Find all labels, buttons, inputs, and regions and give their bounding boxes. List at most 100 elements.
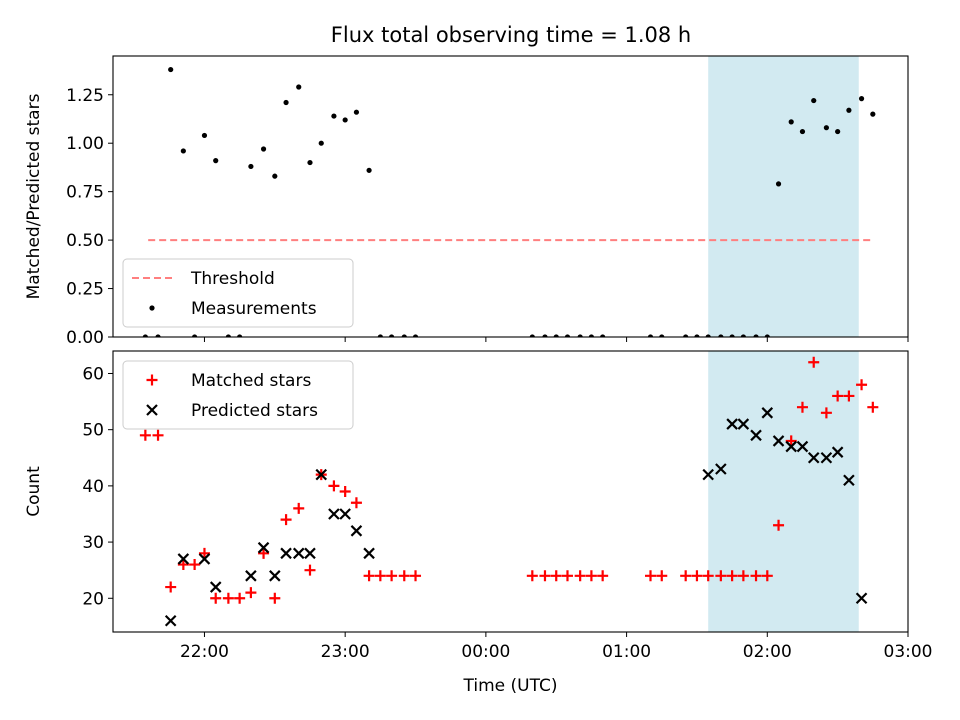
- x-axis-label: Time (UTC): [463, 676, 558, 696]
- y-tick-label: 0.75: [66, 183, 104, 203]
- data-point: [339, 508, 351, 520]
- data-point: [843, 474, 855, 487]
- chart-title: Flux total observing time = 1.08 h: [331, 23, 691, 47]
- data-point: [659, 334, 665, 337]
- data-point: [835, 128, 841, 135]
- x-tick-label: 23:00: [321, 642, 370, 662]
- y-axis-label: Matched/Predicted stars: [24, 93, 44, 299]
- data-point: [152, 429, 164, 441]
- data-point: [773, 519, 785, 531]
- data-point: [855, 592, 868, 605]
- data-point: [155, 334, 161, 337]
- data-point: [600, 334, 606, 337]
- data-point: [764, 334, 770, 337]
- data-point: [280, 547, 292, 560]
- data-point: [564, 334, 571, 337]
- data-point: [726, 418, 738, 430]
- data-point: [363, 547, 375, 560]
- data-point: [846, 107, 852, 113]
- data-point: [257, 541, 270, 554]
- data-point: [269, 592, 281, 604]
- legend-swatch: [149, 305, 155, 311]
- data-point: [209, 581, 222, 593]
- data-point: [585, 570, 597, 582]
- data-point: [702, 468, 714, 481]
- data-point: [683, 334, 689, 337]
- data-point: [292, 547, 305, 560]
- data-point: [729, 334, 735, 337]
- legend-box: [122, 258, 354, 328]
- data-point: [691, 570, 703, 582]
- data-point: [775, 181, 782, 187]
- data-point: [808, 356, 820, 368]
- y-tick-label: 50: [82, 421, 104, 441]
- data-point: [788, 119, 794, 125]
- data-point: [260, 146, 267, 152]
- data-point: [807, 452, 820, 464]
- data-point: [761, 570, 773, 582]
- data-point: [331, 113, 337, 119]
- data-point: [680, 570, 692, 582]
- data-point: [222, 592, 234, 604]
- y-tick-label: 60: [82, 364, 104, 384]
- data-point: [574, 570, 586, 582]
- data-point: [542, 334, 548, 337]
- data-point: [280, 514, 292, 526]
- legend-box: [122, 360, 354, 430]
- data-point: [142, 334, 148, 337]
- y-tick-label: 1.00: [66, 134, 104, 154]
- data-point: [213, 158, 219, 164]
- data-point: [718, 334, 724, 337]
- data-point: [177, 553, 190, 565]
- axes-frame: [112, 350, 909, 633]
- data-point: [785, 435, 797, 447]
- data-point: [139, 429, 151, 441]
- data-point: [198, 553, 211, 565]
- data-point: [398, 570, 410, 582]
- data-point: [753, 334, 759, 337]
- x-tick-label: 00:00: [461, 642, 510, 662]
- data-point: [526, 570, 538, 582]
- data-point: [715, 463, 727, 475]
- data-point: [339, 486, 351, 497]
- legend-swatch: [146, 404, 158, 416]
- data-point: [737, 570, 749, 582]
- data-point: [647, 334, 654, 337]
- data-point: [705, 334, 711, 337]
- data-point: [740, 334, 746, 337]
- data-point: [304, 564, 316, 576]
- legend: Threshold Measurements: [122, 258, 354, 328]
- data-point: [180, 148, 186, 154]
- data-point: [283, 99, 289, 106]
- legend: Matched stars Predicted stars: [122, 360, 354, 430]
- data-point: [412, 334, 419, 337]
- data-point: [342, 117, 348, 123]
- data-point: [350, 525, 363, 537]
- data-point: [363, 570, 375, 582]
- data-point: [410, 570, 422, 582]
- data-point: [856, 379, 868, 391]
- data-point: [561, 570, 573, 582]
- y-tick-label: 20: [82, 589, 104, 609]
- data-point: [307, 159, 313, 166]
- data-point: [377, 334, 383, 337]
- y-tick-label: 0.50: [66, 231, 104, 251]
- series-measurements: [142, 66, 876, 337]
- data-point: [694, 334, 700, 337]
- data-point: [374, 570, 386, 582]
- legend-label: Threshold: [190, 269, 275, 289]
- data-point: [577, 334, 583, 337]
- data-point: [867, 401, 879, 413]
- data-point: [550, 570, 562, 582]
- data-point: [248, 163, 254, 170]
- data-point: [726, 570, 738, 582]
- data-point: [737, 418, 750, 430]
- data-point: [245, 587, 257, 599]
- legend-swatch: [146, 374, 158, 386]
- data-point: [296, 84, 302, 90]
- data-point: [820, 407, 832, 419]
- data-point: [796, 401, 808, 413]
- data-point: [315, 468, 328, 481]
- data-point: [366, 167, 372, 173]
